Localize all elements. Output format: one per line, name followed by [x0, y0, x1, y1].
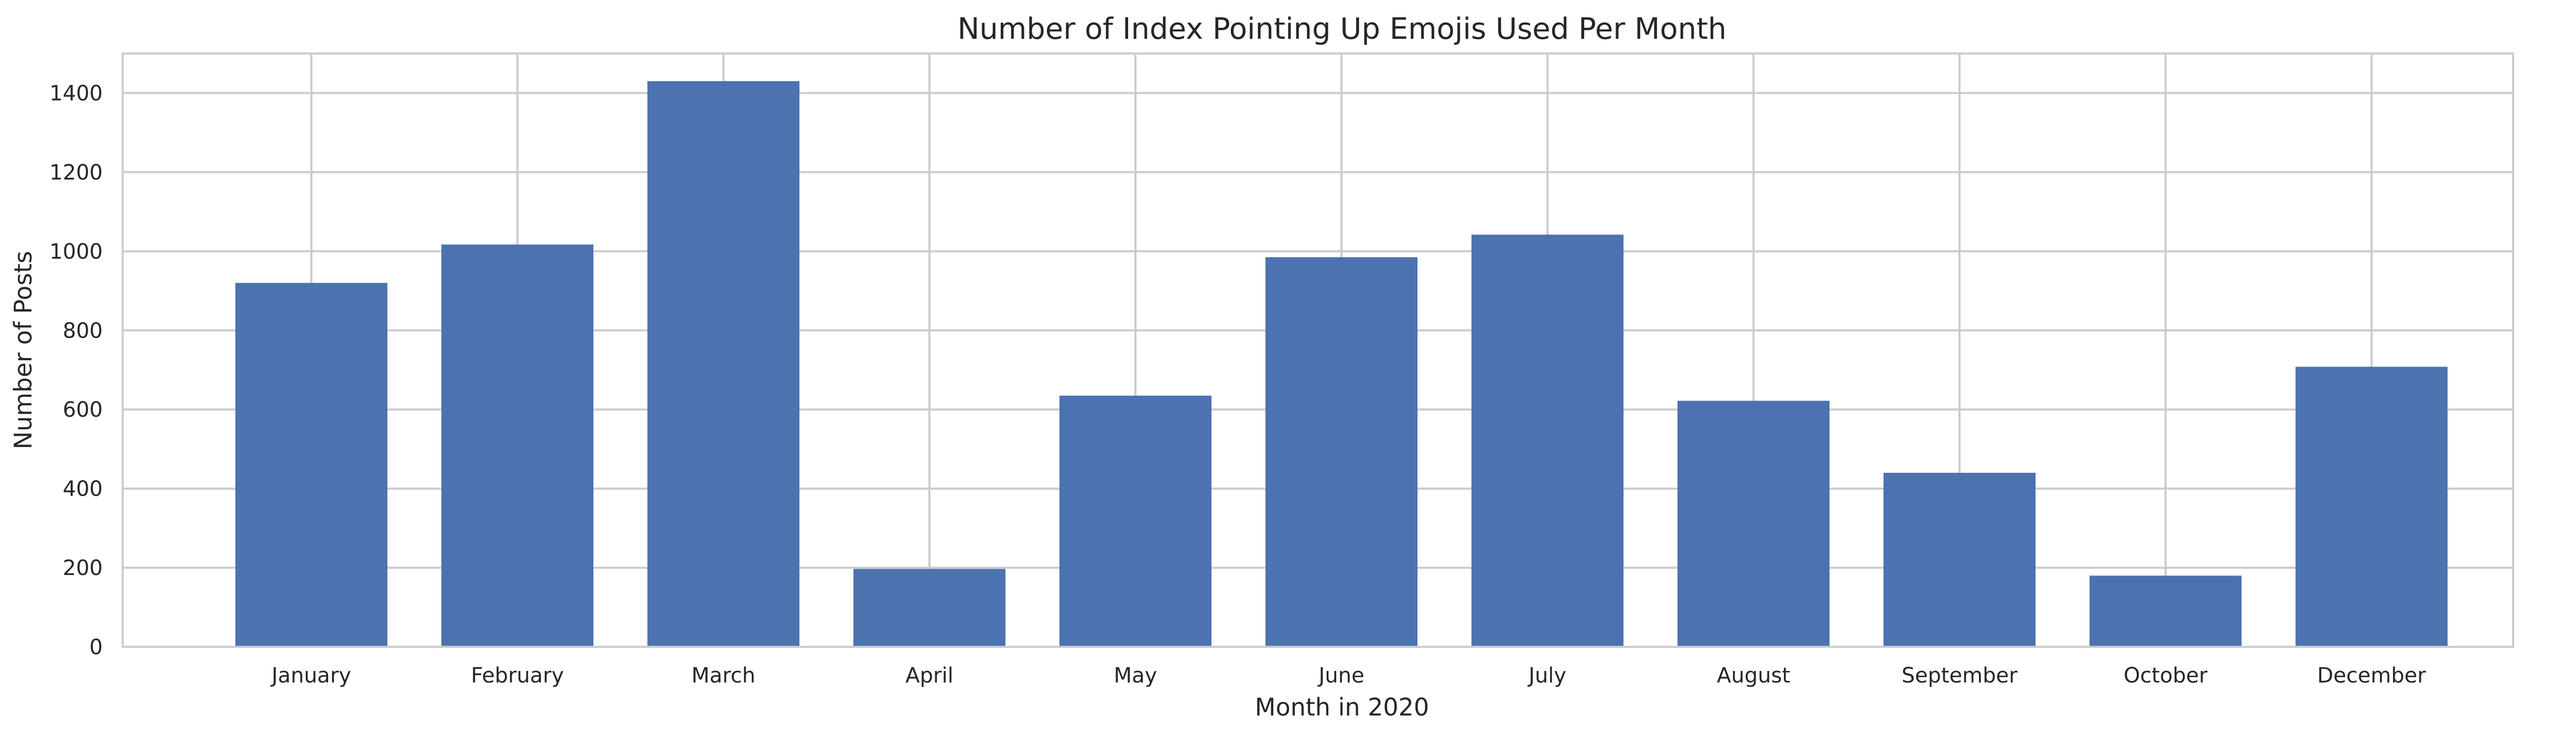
- y-tick-labels: 0 200 400 600 800 1000 1200 1400: [49, 81, 103, 659]
- y-tick-label: 600: [63, 398, 103, 422]
- bar-june: [1265, 257, 1417, 647]
- x-tick-label: September: [1901, 664, 2018, 688]
- x-tick-label: January: [270, 664, 351, 688]
- x-tick-label: March: [691, 664, 755, 688]
- y-tick-label: 0: [90, 635, 103, 659]
- bar-december: [2296, 366, 2448, 647]
- bar-october: [2090, 576, 2242, 647]
- x-tick-labels: January February March April May June July Augu…: [270, 664, 2426, 688]
- bar-september: [1884, 472, 2036, 647]
- bar-january: [235, 283, 387, 647]
- x-tick-label: August: [1717, 664, 1790, 688]
- x-axis-label: Month in 2020: [1255, 693, 1429, 721]
- y-tick-label: 1400: [49, 81, 103, 105]
- bar-april: [853, 569, 1005, 647]
- bar-february: [441, 244, 593, 647]
- plot-frame: [122, 52, 2514, 648]
- bar-july: [1471, 234, 1623, 647]
- bar-august: [1677, 400, 1830, 647]
- bars: [235, 81, 2448, 647]
- y-tick-label: 400: [63, 477, 103, 501]
- x-tick-label: December: [2317, 664, 2426, 688]
- x-tick-label: June: [1317, 664, 1364, 688]
- y-axis-label: Number of Posts: [9, 251, 37, 450]
- x-tick-label: July: [1527, 664, 1566, 688]
- x-tick-label: October: [2124, 664, 2208, 688]
- x-tick-label: April: [905, 664, 953, 688]
- y-tick-label: 800: [63, 319, 103, 343]
- bar-may: [1059, 395, 1211, 647]
- y-tick-label: 1000: [49, 240, 103, 264]
- chart-title: Number of Index Pointing Up Emojis Used …: [957, 12, 1726, 46]
- x-tick-label: February: [471, 664, 564, 688]
- bar-march: [647, 81, 799, 647]
- y-tick-label: 200: [63, 556, 103, 580]
- y-tick-label: 1200: [49, 160, 103, 185]
- x-tick-label: May: [1114, 664, 1157, 688]
